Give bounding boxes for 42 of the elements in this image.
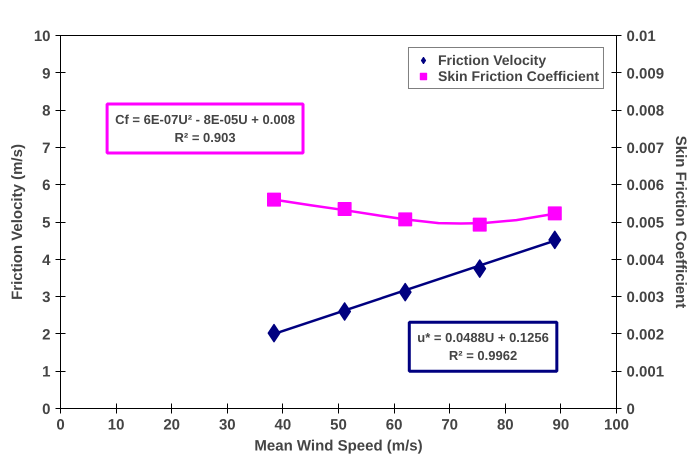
y-tick-label: 8 [42,102,50,120]
y-tick-label: 0 [42,401,50,418]
x-tick-label: 90 [552,416,570,434]
x-tick-label: 70 [441,416,458,434]
legend-label: Skin Friction Coefficient [438,68,599,84]
y2-tick-label: 0.001 [626,364,664,381]
x-tick-label: 10 [108,416,124,434]
y-tick-label: 4 [42,252,52,269]
annotation: Cf = 6E-07U² - 8E-05U + 0.008 R² = 0.903 [115,112,296,145]
y-tick-label: 7 [42,140,50,157]
x-tick-label: 20 [163,416,180,434]
x-tick-label: 80 [496,416,514,434]
y-tick-label: 9 [42,65,50,82]
y2-tick-label: 0.007 [626,140,664,157]
y-tick-label: 10 [34,28,51,45]
y2-tick-label: 0.009 [626,65,664,82]
point [548,206,562,220]
x-tick-label: 40 [274,416,292,434]
y2-tick-label: 0.006 [626,177,664,194]
y2-tick-label: 0.004 [626,252,665,269]
annotation: u* = 0.0488U + 0.1256 R² = 0.9962 [417,330,549,364]
y2-tick-label: 0.005 [626,214,664,232]
y2-tick-label: 0.008 [626,102,664,120]
y-tick-label: 6 [42,177,50,194]
y-tick-label: 3 [42,289,50,306]
y2-tick-label: 0.01 [626,28,656,45]
y2-axis-title: Skin Friction Coefficient [672,136,690,308]
y2-tick-label: 0.003 [626,289,664,306]
y2-tick-label: 0.002 [626,326,664,344]
y-tick-label: 5 [42,214,50,232]
x-tick-label: 30 [218,416,236,434]
x-tick-label: 50 [330,416,347,434]
y-tick-label: 2 [42,326,50,344]
y2-tick-label: 0 [626,401,635,418]
x-tick-label: 0 [56,416,65,434]
x-tick-label: 100 [604,416,630,434]
legend-label: Friction Velocity [438,52,546,68]
y-axis-title: Friction Velocity (m/s) [8,144,26,300]
point [267,192,282,207]
x-axis-title: Mean Wind Speed (m/s) [254,438,423,454]
y-tick-label: 1 [42,364,50,381]
x-tick-label: 60 [386,416,402,434]
